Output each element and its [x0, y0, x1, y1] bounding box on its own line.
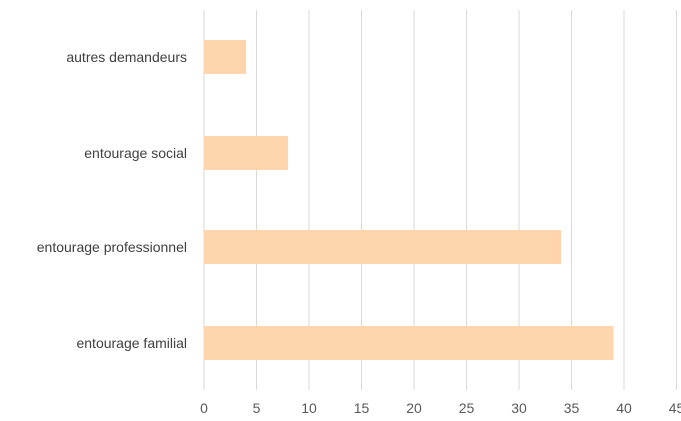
x-tick-label-40: 40 — [616, 400, 632, 416]
x-tick-label-35: 35 — [564, 400, 580, 416]
x-tick-label-20: 20 — [406, 400, 422, 416]
bars — [204, 40, 614, 360]
x-axis-tick-labels: 0 5 10 15 20 25 30 35 40 45 — [200, 400, 681, 416]
gridlines — [203, 10, 677, 390]
bar-autres-demandeurs — [204, 40, 246, 74]
x-tick-label-45: 45 — [669, 400, 681, 416]
category-label-autres-demandeurs: autres demandeurs — [66, 49, 187, 65]
x-tick-label-0: 0 — [200, 400, 208, 416]
x-tick-label-30: 30 — [511, 400, 527, 416]
x-tick-label-5: 5 — [253, 400, 261, 416]
x-tick-label-10: 10 — [301, 400, 317, 416]
category-label-entourage-social: entourage social — [84, 145, 187, 161]
category-label-entourage-professionnel: entourage professionnel — [37, 239, 187, 255]
bar-entourage-social — [204, 136, 288, 170]
category-labels: autres demandeurs entourage social entoura… — [37, 49, 187, 351]
bar-entourage-familial — [204, 326, 614, 360]
category-label-entourage-familial: entourage familial — [76, 335, 187, 351]
x-tick-label-25: 25 — [459, 400, 475, 416]
bar-entourage-professionnel — [204, 230, 561, 264]
x-tick-label-15: 15 — [354, 400, 370, 416]
